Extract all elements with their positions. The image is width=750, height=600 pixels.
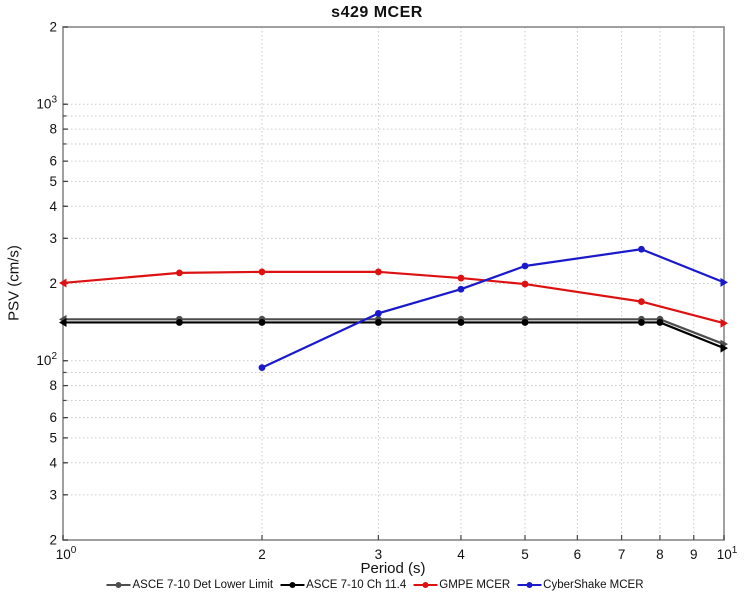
data-point-marker <box>521 262 529 270</box>
x-tick-label: 5 <box>521 547 529 562</box>
gridlines <box>63 27 724 540</box>
data-point-marker <box>374 268 382 276</box>
x-tick-label: 9 <box>690 547 698 562</box>
data-point-marker <box>175 319 183 326</box>
plot-frame <box>62 26 725 541</box>
y-tick-label: 2 <box>49 276 57 291</box>
y-tick-label: 6 <box>49 410 57 425</box>
y-tick-label: 8 <box>49 378 57 393</box>
x-tick-label: 3 <box>375 547 383 562</box>
x-tick-label: 101 <box>717 545 738 562</box>
y-tick-label: 3 <box>49 231 57 246</box>
legend-line-marker-icon <box>517 582 542 588</box>
y-tick-label: 103 <box>36 95 57 112</box>
data-point-marker <box>457 285 465 293</box>
x-axis-label: Period (s) <box>360 560 426 577</box>
legend-label: GMPE MCER <box>439 579 511 591</box>
data-point-marker <box>521 280 529 288</box>
y-tick-label: 3 <box>49 487 57 502</box>
y-tick-label: 5 <box>49 174 57 189</box>
y-axis-label: PSV (cm/s) <box>5 245 23 321</box>
y-tick-label: 8 <box>49 122 57 137</box>
data-point-marker <box>59 278 67 288</box>
x-tick-label: 100 <box>56 545 77 562</box>
x-tick-label: 6 <box>574 547 582 562</box>
data-point-marker <box>521 319 529 326</box>
legend-label: ASCE 7-10 Det Lower Limit <box>132 579 274 591</box>
series-gmpe-mcer <box>59 268 728 328</box>
legend-line-marker-icon <box>280 582 305 588</box>
series-line <box>62 270 725 325</box>
series-line <box>63 321 725 350</box>
y-tick-label: 4 <box>49 455 57 470</box>
data-point-marker <box>638 298 645 306</box>
y-tick-label: 4 <box>49 199 57 214</box>
x-tick-label: 2 <box>258 547 266 562</box>
series-asce-7-10-ch-11-4 <box>59 317 728 353</box>
axis-ticks <box>62 26 725 541</box>
legend-line-marker-icon <box>413 582 438 588</box>
data-point-marker <box>258 319 266 326</box>
data-point-marker <box>374 319 382 326</box>
data-point-marker <box>720 343 728 353</box>
y-tick-label: 2 <box>49 533 57 548</box>
data-point-marker <box>656 319 664 326</box>
x-tick-label: 4 <box>457 547 465 562</box>
data-point-marker <box>720 277 728 287</box>
y-tick-label: 5 <box>49 430 57 445</box>
y-tick-label: 6 <box>49 154 57 169</box>
series-line <box>261 248 725 369</box>
data-point-marker <box>638 245 645 253</box>
chart-title: s429 MCER <box>331 4 423 21</box>
legend-item-cybershake-mcer: CyberShake MCER <box>517 579 644 591</box>
series-asce-7-10-det-lower-limit <box>59 314 728 349</box>
legend-item-asce-ch-11-4: ASCE 7-10 Ch 11.4 <box>280 579 406 591</box>
legend-line-marker-icon <box>106 582 131 588</box>
series-cybershake-mcer <box>258 245 728 372</box>
data-point-marker <box>720 318 728 328</box>
x-tick-label: 7 <box>618 547 626 562</box>
data-point-marker <box>638 319 645 326</box>
data-point-marker <box>457 274 465 282</box>
legend-label: ASCE 7-10 Ch 11.4 <box>306 579 407 591</box>
x-tick-label: 8 <box>656 547 664 562</box>
legend-item-asce-det-lower-limit: ASCE 7-10 Det Lower Limit <box>106 579 273 591</box>
data-point-marker <box>258 364 266 372</box>
data-point-marker <box>175 269 183 277</box>
data-point-marker <box>258 268 266 276</box>
y-tick-label: 102 <box>36 351 57 368</box>
data-point-marker <box>374 309 382 317</box>
data-point-marker <box>457 319 465 326</box>
legend-label: CyberShake MCER <box>543 579 644 591</box>
data-point-marker <box>59 317 67 327</box>
legend-item-gmpe-mcer: GMPE MCER <box>413 579 510 591</box>
legend: ASCE 7-10 Det Lower Limit ASCE 7-10 Ch 1… <box>106 579 644 591</box>
y-tick-label: 2 <box>49 20 57 35</box>
